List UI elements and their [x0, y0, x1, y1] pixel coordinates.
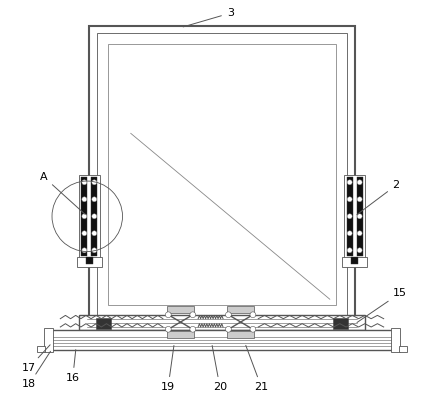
- Bar: [37, 346, 45, 352]
- Bar: [347, 177, 353, 256]
- Circle shape: [190, 312, 196, 318]
- Bar: [333, 318, 349, 329]
- Circle shape: [347, 231, 352, 236]
- Circle shape: [347, 214, 352, 219]
- Circle shape: [347, 180, 352, 185]
- Text: 18: 18: [22, 351, 51, 389]
- Circle shape: [92, 214, 97, 219]
- Circle shape: [92, 197, 97, 202]
- Circle shape: [82, 231, 87, 236]
- Circle shape: [357, 197, 362, 202]
- Circle shape: [250, 327, 256, 332]
- Text: 21: 21: [246, 345, 269, 392]
- Bar: [79, 314, 365, 330]
- Circle shape: [226, 312, 231, 318]
- Circle shape: [226, 327, 231, 332]
- Bar: [344, 175, 365, 258]
- Bar: [167, 306, 194, 313]
- Text: 2: 2: [357, 180, 400, 215]
- Bar: [227, 331, 254, 338]
- Text: 3: 3: [183, 8, 234, 27]
- Bar: [357, 177, 363, 256]
- Bar: [89, 25, 355, 324]
- Circle shape: [357, 180, 362, 185]
- Circle shape: [357, 231, 362, 236]
- Bar: [79, 175, 100, 258]
- Text: 15: 15: [357, 288, 407, 322]
- Bar: [167, 331, 194, 338]
- Circle shape: [357, 248, 362, 253]
- Circle shape: [82, 180, 87, 185]
- Text: A: A: [40, 172, 85, 214]
- Bar: [44, 328, 53, 352]
- Text: 16: 16: [66, 350, 80, 383]
- Circle shape: [82, 214, 87, 219]
- Bar: [399, 346, 407, 352]
- Bar: [97, 33, 347, 317]
- Circle shape: [347, 197, 352, 202]
- Bar: [342, 257, 367, 267]
- Circle shape: [92, 248, 97, 253]
- Bar: [91, 177, 97, 256]
- Circle shape: [166, 327, 171, 332]
- Text: 20: 20: [212, 345, 227, 392]
- Bar: [227, 306, 254, 313]
- Bar: [81, 177, 87, 256]
- Circle shape: [82, 248, 87, 253]
- Bar: [391, 328, 400, 352]
- Text: 17: 17: [22, 345, 50, 373]
- Circle shape: [250, 312, 256, 318]
- Circle shape: [347, 248, 352, 253]
- Circle shape: [92, 180, 97, 185]
- Bar: [95, 318, 111, 329]
- Bar: [48, 330, 396, 350]
- Text: 19: 19: [161, 346, 175, 392]
- Bar: [351, 257, 358, 264]
- Circle shape: [357, 214, 362, 219]
- Circle shape: [82, 197, 87, 202]
- Circle shape: [166, 312, 171, 318]
- Circle shape: [92, 231, 97, 236]
- Circle shape: [190, 327, 196, 332]
- Bar: [77, 257, 102, 267]
- Bar: [108, 44, 336, 305]
- Bar: [86, 257, 93, 264]
